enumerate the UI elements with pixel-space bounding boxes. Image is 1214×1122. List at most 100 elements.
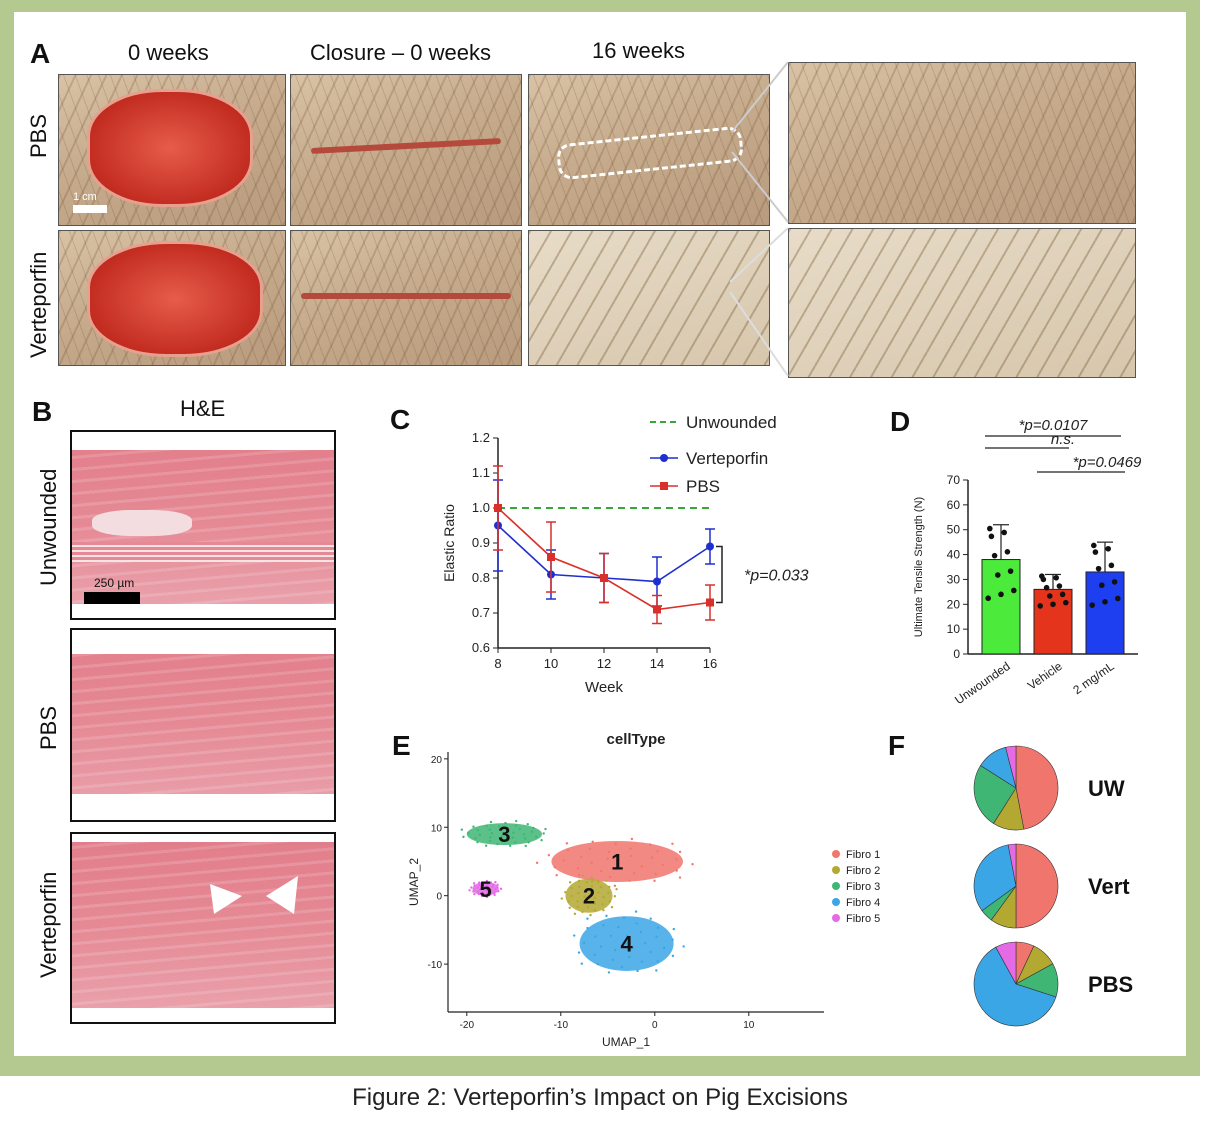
cell-point [484,887,487,891]
tensile-strength-chart: 0 10 20 30 40 50 60 70 Ultimate Tensile Strength… [913,417,1142,707]
header-0-weeks: 0 weeks [128,40,209,65]
sample-dot [1056,583,1063,589]
x-tick-label: -10 [554,1020,569,1031]
cell-point [503,832,506,836]
pie-slice-fibro-3 [973,765,1017,824]
cell-point [682,945,685,948]
cluster-number: 3 [498,822,510,847]
y-tick-label: 20 [431,755,443,766]
cluster-fibro-1 [535,837,694,888]
cell-point [584,900,587,904]
cell-point [675,869,678,872]
cluster-number: 2 [583,884,595,909]
cell-point [485,889,488,893]
cell-point [486,887,490,890]
cell-point [568,906,571,910]
cell-point [491,885,494,889]
x-tick-label: 0 [652,1020,658,1031]
scale-bar-250um [84,592,140,604]
plot-title: cellType [607,731,666,748]
cell-point [599,945,603,948]
cell-point [593,902,597,905]
sample-dot [991,552,998,559]
x-tick-label: 12 [597,656,611,671]
cell-point [626,934,629,938]
data-point [494,504,502,512]
data-point [706,542,714,551]
x-tick-label: 8 [494,656,501,671]
y-tick-label: 0 [436,892,442,903]
legend-swatch [832,866,840,874]
cluster-fibro-2 [560,874,618,917]
sample-dot [1004,549,1011,555]
cell-point [462,835,465,839]
cell-point [473,887,476,891]
cell-point [478,888,482,891]
sample-dot [1092,549,1099,555]
cell-point [629,854,633,858]
cell-point [482,881,486,885]
sample-dot [1091,542,1097,549]
cell-point [496,883,499,887]
cell-point [639,930,643,934]
cell-point [678,850,682,854]
legend-label: PBS [686,477,720,496]
cell-point [585,888,588,892]
y-tick-label: 1.1 [472,465,490,480]
photo-vert-closure [290,230,522,366]
photo-pbs-16-weeks [528,74,770,226]
cell-point [601,903,604,906]
x-tick-label: Vehicle [1025,659,1065,693]
cell-point [497,825,501,828]
cell-point [555,873,558,877]
x-tick-label: 10 [743,1020,755,1031]
cell-point [500,834,504,838]
cell-point [488,891,492,894]
cell-point [547,853,551,857]
cell-point [472,825,475,828]
cell-point [460,828,464,831]
cell-point [602,908,605,912]
sample-dot [1089,602,1095,608]
cell-point [494,881,497,884]
data-point [653,577,661,586]
cell-point [576,867,580,870]
cell-point [481,884,485,887]
cell-point [599,885,603,889]
cell-point [589,913,592,917]
cell-point [593,896,597,900]
cell-point [602,923,605,927]
cell-point [656,926,660,929]
cell-point [488,893,491,897]
cell-point [481,891,485,894]
cell-point [487,885,490,888]
panel-f-label: F [888,730,906,761]
panel-d-label: D [890,406,911,437]
figure-panel: A 0 weeks Closure – 0 weeks 16 weeks PBS… [14,12,1186,1056]
cell-point [497,889,500,893]
x-tick-label: 2 mg/mL [1070,659,1117,697]
cell-point [649,950,652,954]
cell-point [608,885,611,888]
cell-point [617,865,620,869]
cell-point [615,887,618,891]
cell-point [582,941,586,945]
cell-point [611,958,615,961]
y-tick-label: 10 [947,622,961,636]
photo-pbs-closure [290,74,522,226]
bar-2-mg-ml [1085,571,1125,655]
cell-point [514,824,518,827]
cell-point [580,855,583,858]
y-tick-label: 70 [947,473,961,487]
cell-point [542,832,545,835]
cell-point [481,886,484,889]
sample-dot [1037,603,1043,609]
sample-dot [1043,584,1050,591]
cell-point [578,885,581,889]
cell-point [477,881,481,884]
data-point [653,605,661,614]
cell-point [477,892,481,896]
cell-point [604,879,608,882]
ns-label: n.s. [1051,431,1075,448]
x-axis-label: UMAP_1 [602,1035,650,1049]
